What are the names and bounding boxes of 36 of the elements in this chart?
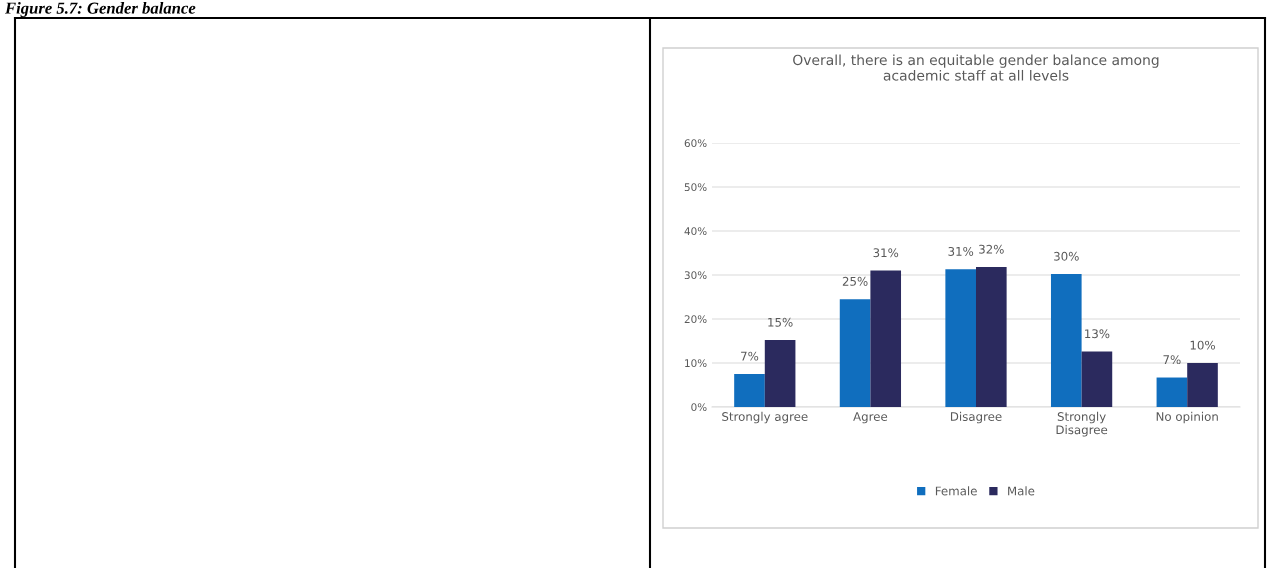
y-tick-label: 60% xyxy=(684,139,707,148)
bar xyxy=(945,269,976,407)
y-tick-label: 50% xyxy=(684,183,707,192)
data-label: 15% xyxy=(768,317,793,327)
data-label: 31% xyxy=(948,246,974,256)
y-tick-label: 0% xyxy=(691,403,707,412)
bar xyxy=(1050,274,1082,407)
bar xyxy=(764,340,796,407)
chart-title: Overall, there is an equitable gender balance among academic staff at all levels xyxy=(793,54,1159,81)
y-tick-label: 20% xyxy=(684,315,707,324)
caption: Figure 5.7: Gender balance xyxy=(4,2,196,18)
x-tick-label: No opinion xyxy=(1156,411,1218,424)
legend-label: Male xyxy=(1008,486,1035,496)
y-tick-label: 30% xyxy=(684,271,707,280)
data-label: 7% xyxy=(1163,355,1181,365)
bar xyxy=(1156,377,1188,407)
bar xyxy=(976,267,1007,407)
data-label: 31% xyxy=(873,248,899,258)
bar xyxy=(1187,363,1218,407)
y-tick-label: 40% xyxy=(684,227,707,236)
y-tick-label: 10% xyxy=(685,359,707,368)
data-label: 32% xyxy=(979,244,1004,254)
bar xyxy=(839,299,871,407)
data-label: 25% xyxy=(842,276,868,286)
bar xyxy=(870,270,902,407)
x-tick-label: Disagree xyxy=(950,411,1002,424)
x-tick-label: Strongly Disagree xyxy=(1056,411,1108,437)
bar xyxy=(734,374,765,407)
data-label: 13% xyxy=(1085,329,1110,339)
data-label: 7% xyxy=(741,351,759,361)
data-label: 10% xyxy=(1190,340,1215,350)
bar xyxy=(1081,351,1113,407)
data-label: 30% xyxy=(1054,251,1079,261)
x-tick-label: Agree xyxy=(853,412,888,424)
x-tick-label: Strongly agree xyxy=(722,411,808,424)
legend-label: Female xyxy=(935,486,977,496)
